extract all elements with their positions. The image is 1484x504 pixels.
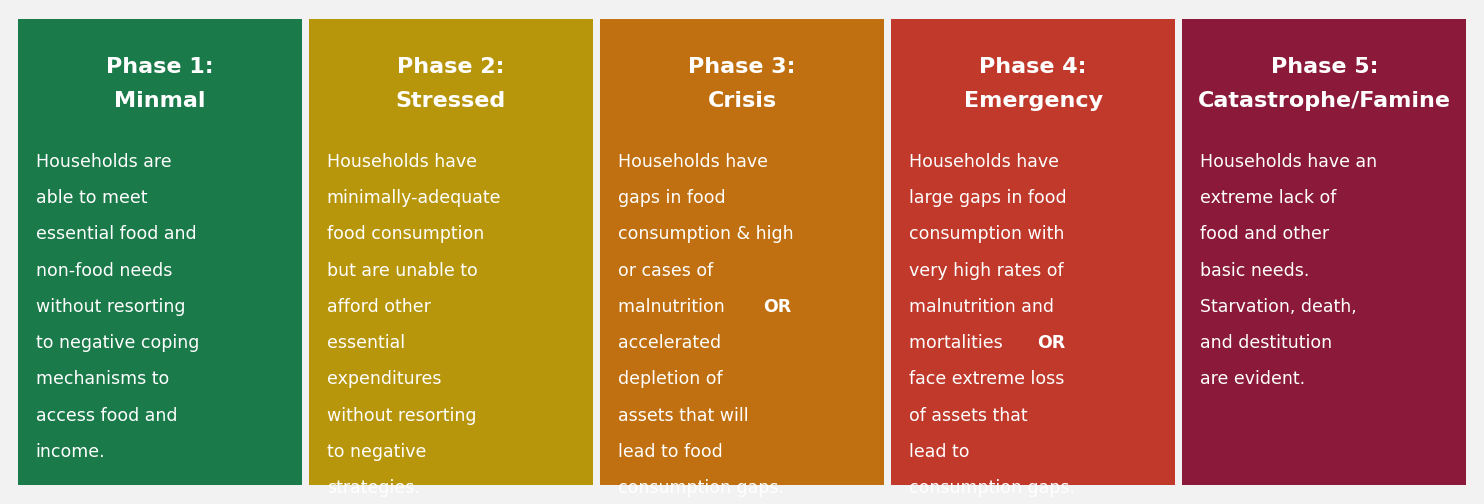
FancyBboxPatch shape: [1183, 19, 1466, 485]
Text: to negative: to negative: [326, 443, 426, 461]
Text: Households have: Households have: [910, 153, 1060, 171]
Text: to negative coping: to negative coping: [36, 334, 199, 352]
Text: Households have: Households have: [617, 153, 767, 171]
Text: of assets that: of assets that: [910, 407, 1028, 425]
Text: mortalities: mortalities: [910, 334, 1008, 352]
Text: mechanisms to: mechanisms to: [36, 370, 169, 389]
Text: expenditures: expenditures: [326, 370, 441, 389]
Text: strategies.: strategies.: [326, 479, 420, 497]
Text: extreme lack of: extreme lack of: [1201, 189, 1337, 207]
Text: are evident.: are evident.: [1201, 370, 1306, 389]
Text: without resorting: without resorting: [36, 298, 186, 316]
Text: essential food and: essential food and: [36, 225, 196, 243]
Text: consumption gaps.: consumption gaps.: [910, 479, 1074, 497]
Text: food consumption: food consumption: [326, 225, 484, 243]
Text: Stressed: Stressed: [396, 91, 506, 111]
Text: without resorting: without resorting: [326, 407, 476, 425]
Text: Phase 2:: Phase 2:: [398, 57, 505, 77]
Text: Starvation, death,: Starvation, death,: [1201, 298, 1356, 316]
Text: consumption & high: consumption & high: [617, 225, 794, 243]
Text: consumption gaps.: consumption gaps.: [617, 479, 784, 497]
Text: malnutrition and: malnutrition and: [910, 298, 1054, 316]
Text: basic needs.: basic needs.: [1201, 262, 1310, 280]
Text: OR: OR: [763, 298, 791, 316]
Text: OR: OR: [1037, 334, 1066, 352]
Text: Crisis: Crisis: [708, 91, 776, 111]
Text: but are unable to: but are unable to: [326, 262, 478, 280]
Text: afford other: afford other: [326, 298, 430, 316]
Text: Households have an: Households have an: [1201, 153, 1377, 171]
Text: large gaps in food: large gaps in food: [910, 189, 1067, 207]
Text: Emergency: Emergency: [963, 91, 1103, 111]
Text: and destitution: and destitution: [1201, 334, 1333, 352]
Text: malnutrition: malnutrition: [617, 298, 730, 316]
Text: consumption with: consumption with: [910, 225, 1064, 243]
Text: Catastrophe/Famine: Catastrophe/Famine: [1198, 91, 1451, 111]
Text: Phase 1:: Phase 1:: [105, 57, 214, 77]
Text: very high rates of: very high rates of: [910, 262, 1064, 280]
FancyBboxPatch shape: [892, 19, 1175, 485]
Text: lead to: lead to: [910, 443, 969, 461]
FancyBboxPatch shape: [309, 19, 592, 485]
Text: income.: income.: [36, 443, 105, 461]
Text: essential: essential: [326, 334, 405, 352]
Text: Phase 4:: Phase 4:: [979, 57, 1086, 77]
Text: Phase 5:: Phase 5:: [1270, 57, 1379, 77]
Text: access food and: access food and: [36, 407, 177, 425]
Text: minimally-adequate: minimally-adequate: [326, 189, 502, 207]
Text: food and other: food and other: [1201, 225, 1330, 243]
Text: able to meet: able to meet: [36, 189, 147, 207]
Text: Phase 3:: Phase 3:: [689, 57, 795, 77]
Text: accelerated: accelerated: [617, 334, 721, 352]
Text: assets that will: assets that will: [617, 407, 748, 425]
Text: depletion of: depletion of: [617, 370, 723, 389]
Text: or cases of: or cases of: [617, 262, 714, 280]
Text: non-food needs: non-food needs: [36, 262, 172, 280]
Text: Households have: Households have: [326, 153, 476, 171]
FancyBboxPatch shape: [600, 19, 884, 485]
Text: gaps in food: gaps in food: [617, 189, 726, 207]
Text: Minmal: Minmal: [114, 91, 205, 111]
Text: face extreme loss: face extreme loss: [910, 370, 1064, 389]
Text: lead to food: lead to food: [617, 443, 723, 461]
FancyBboxPatch shape: [18, 19, 301, 485]
Text: Households are: Households are: [36, 153, 171, 171]
